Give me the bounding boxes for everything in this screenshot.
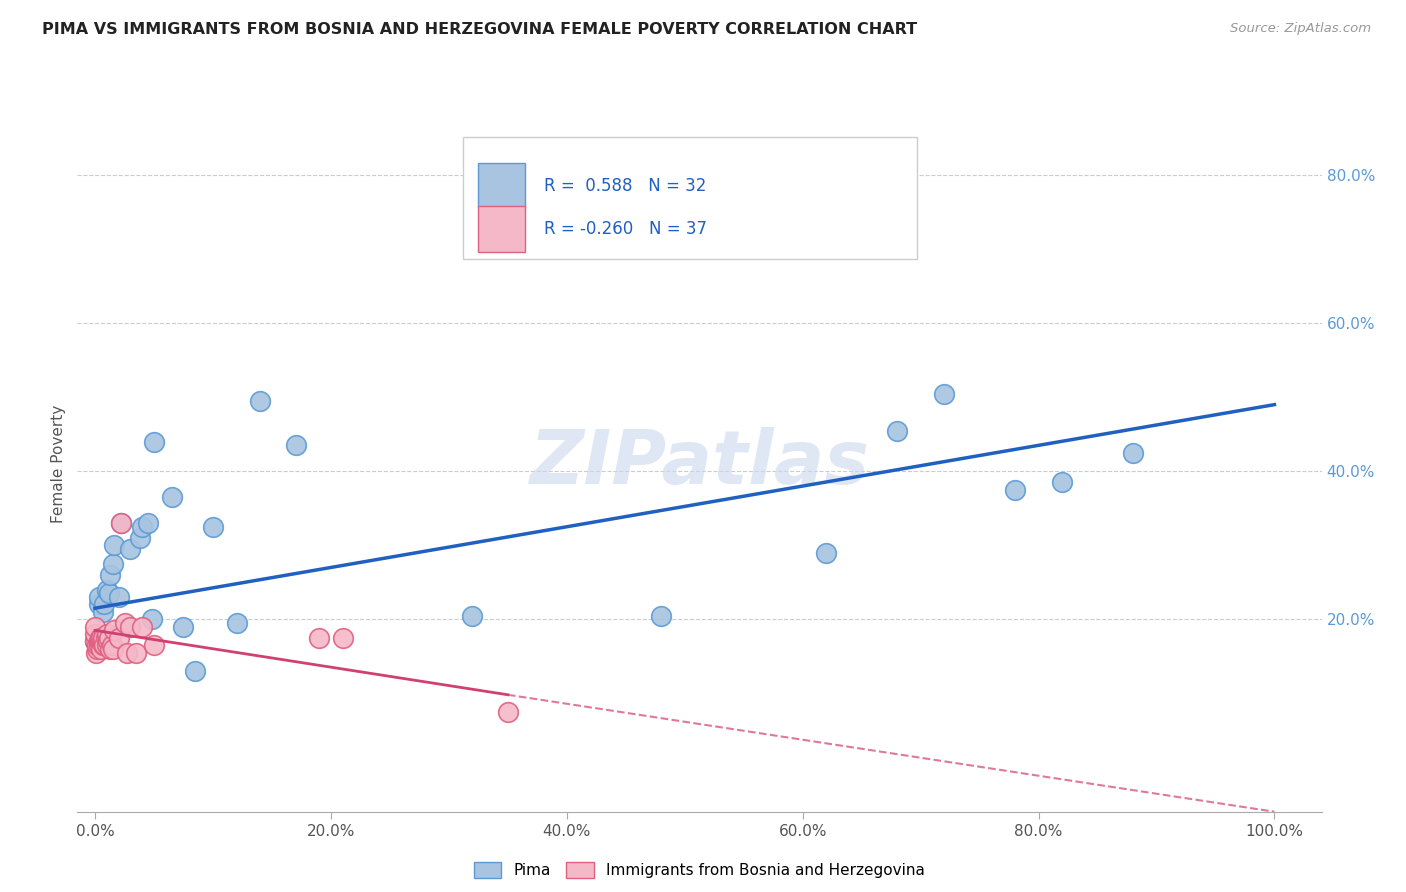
Point <box>143 434 166 449</box>
Point <box>650 608 672 623</box>
Point <box>84 627 107 641</box>
Point <box>131 520 153 534</box>
Point <box>84 620 107 634</box>
Point <box>461 608 484 623</box>
Point <box>184 664 207 678</box>
Point <box>172 620 194 634</box>
Point <box>96 627 118 641</box>
Point <box>101 641 124 656</box>
Point <box>120 541 142 556</box>
Point <box>160 490 183 504</box>
Point <box>131 620 153 634</box>
Point <box>96 638 118 652</box>
Point <box>87 598 110 612</box>
Text: PIMA VS IMMIGRANTS FROM BOSNIA AND HERZEGOVINA FEMALE POVERTY CORRELATION CHART: PIMA VS IMMIGRANTS FROM BOSNIA AND HERZE… <box>42 22 917 37</box>
Y-axis label: Female Poverty: Female Poverty <box>51 405 66 523</box>
Point <box>91 631 114 645</box>
Point <box>94 631 117 645</box>
Point <box>97 634 120 648</box>
Point <box>90 631 112 645</box>
Point <box>93 598 115 612</box>
Point <box>110 516 132 530</box>
Point <box>101 557 124 571</box>
Point <box>90 641 112 656</box>
Point <box>284 438 307 452</box>
Point <box>86 641 108 656</box>
Point <box>87 590 110 604</box>
FancyBboxPatch shape <box>478 206 526 252</box>
Point <box>98 631 121 645</box>
Point <box>84 634 107 648</box>
Point <box>100 638 122 652</box>
Point <box>815 546 838 560</box>
Point <box>84 646 107 660</box>
Point <box>87 634 110 648</box>
Point <box>934 386 956 401</box>
Point <box>496 705 519 719</box>
Text: Source: ZipAtlas.com: Source: ZipAtlas.com <box>1230 22 1371 36</box>
Point <box>114 615 136 630</box>
Point <box>89 634 111 648</box>
Point <box>1050 475 1073 490</box>
Point <box>107 631 129 645</box>
Point <box>87 638 110 652</box>
Point <box>141 612 163 626</box>
Point <box>308 631 330 645</box>
Point <box>103 624 125 638</box>
Point <box>103 538 125 552</box>
Point <box>120 620 142 634</box>
Point <box>1004 483 1026 497</box>
Point <box>110 516 132 530</box>
Point <box>249 393 271 408</box>
Point <box>91 634 114 648</box>
Point <box>91 638 114 652</box>
Point <box>125 646 148 660</box>
Legend: Pima, Immigrants from Bosnia and Herzegovina: Pima, Immigrants from Bosnia and Herzego… <box>468 856 931 884</box>
Point <box>1122 446 1144 460</box>
Point <box>143 638 166 652</box>
Point <box>93 638 115 652</box>
Point <box>136 516 159 530</box>
Point <box>89 631 111 645</box>
Text: R =  0.588   N = 32: R = 0.588 N = 32 <box>544 177 706 194</box>
FancyBboxPatch shape <box>463 136 917 259</box>
Point <box>98 641 121 656</box>
FancyBboxPatch shape <box>478 163 526 209</box>
Point <box>96 582 118 597</box>
Point <box>225 615 247 630</box>
Point <box>886 424 908 438</box>
Point <box>86 638 108 652</box>
Point <box>98 567 121 582</box>
Point <box>115 646 138 660</box>
Point <box>98 586 121 600</box>
Point <box>91 605 114 619</box>
Point <box>201 520 224 534</box>
Text: ZIPatlas: ZIPatlas <box>530 427 869 500</box>
Text: R = -0.260   N = 37: R = -0.260 N = 37 <box>544 219 707 237</box>
Point <box>128 531 150 545</box>
Point <box>332 631 354 645</box>
Point <box>107 590 129 604</box>
Point <box>84 634 107 648</box>
